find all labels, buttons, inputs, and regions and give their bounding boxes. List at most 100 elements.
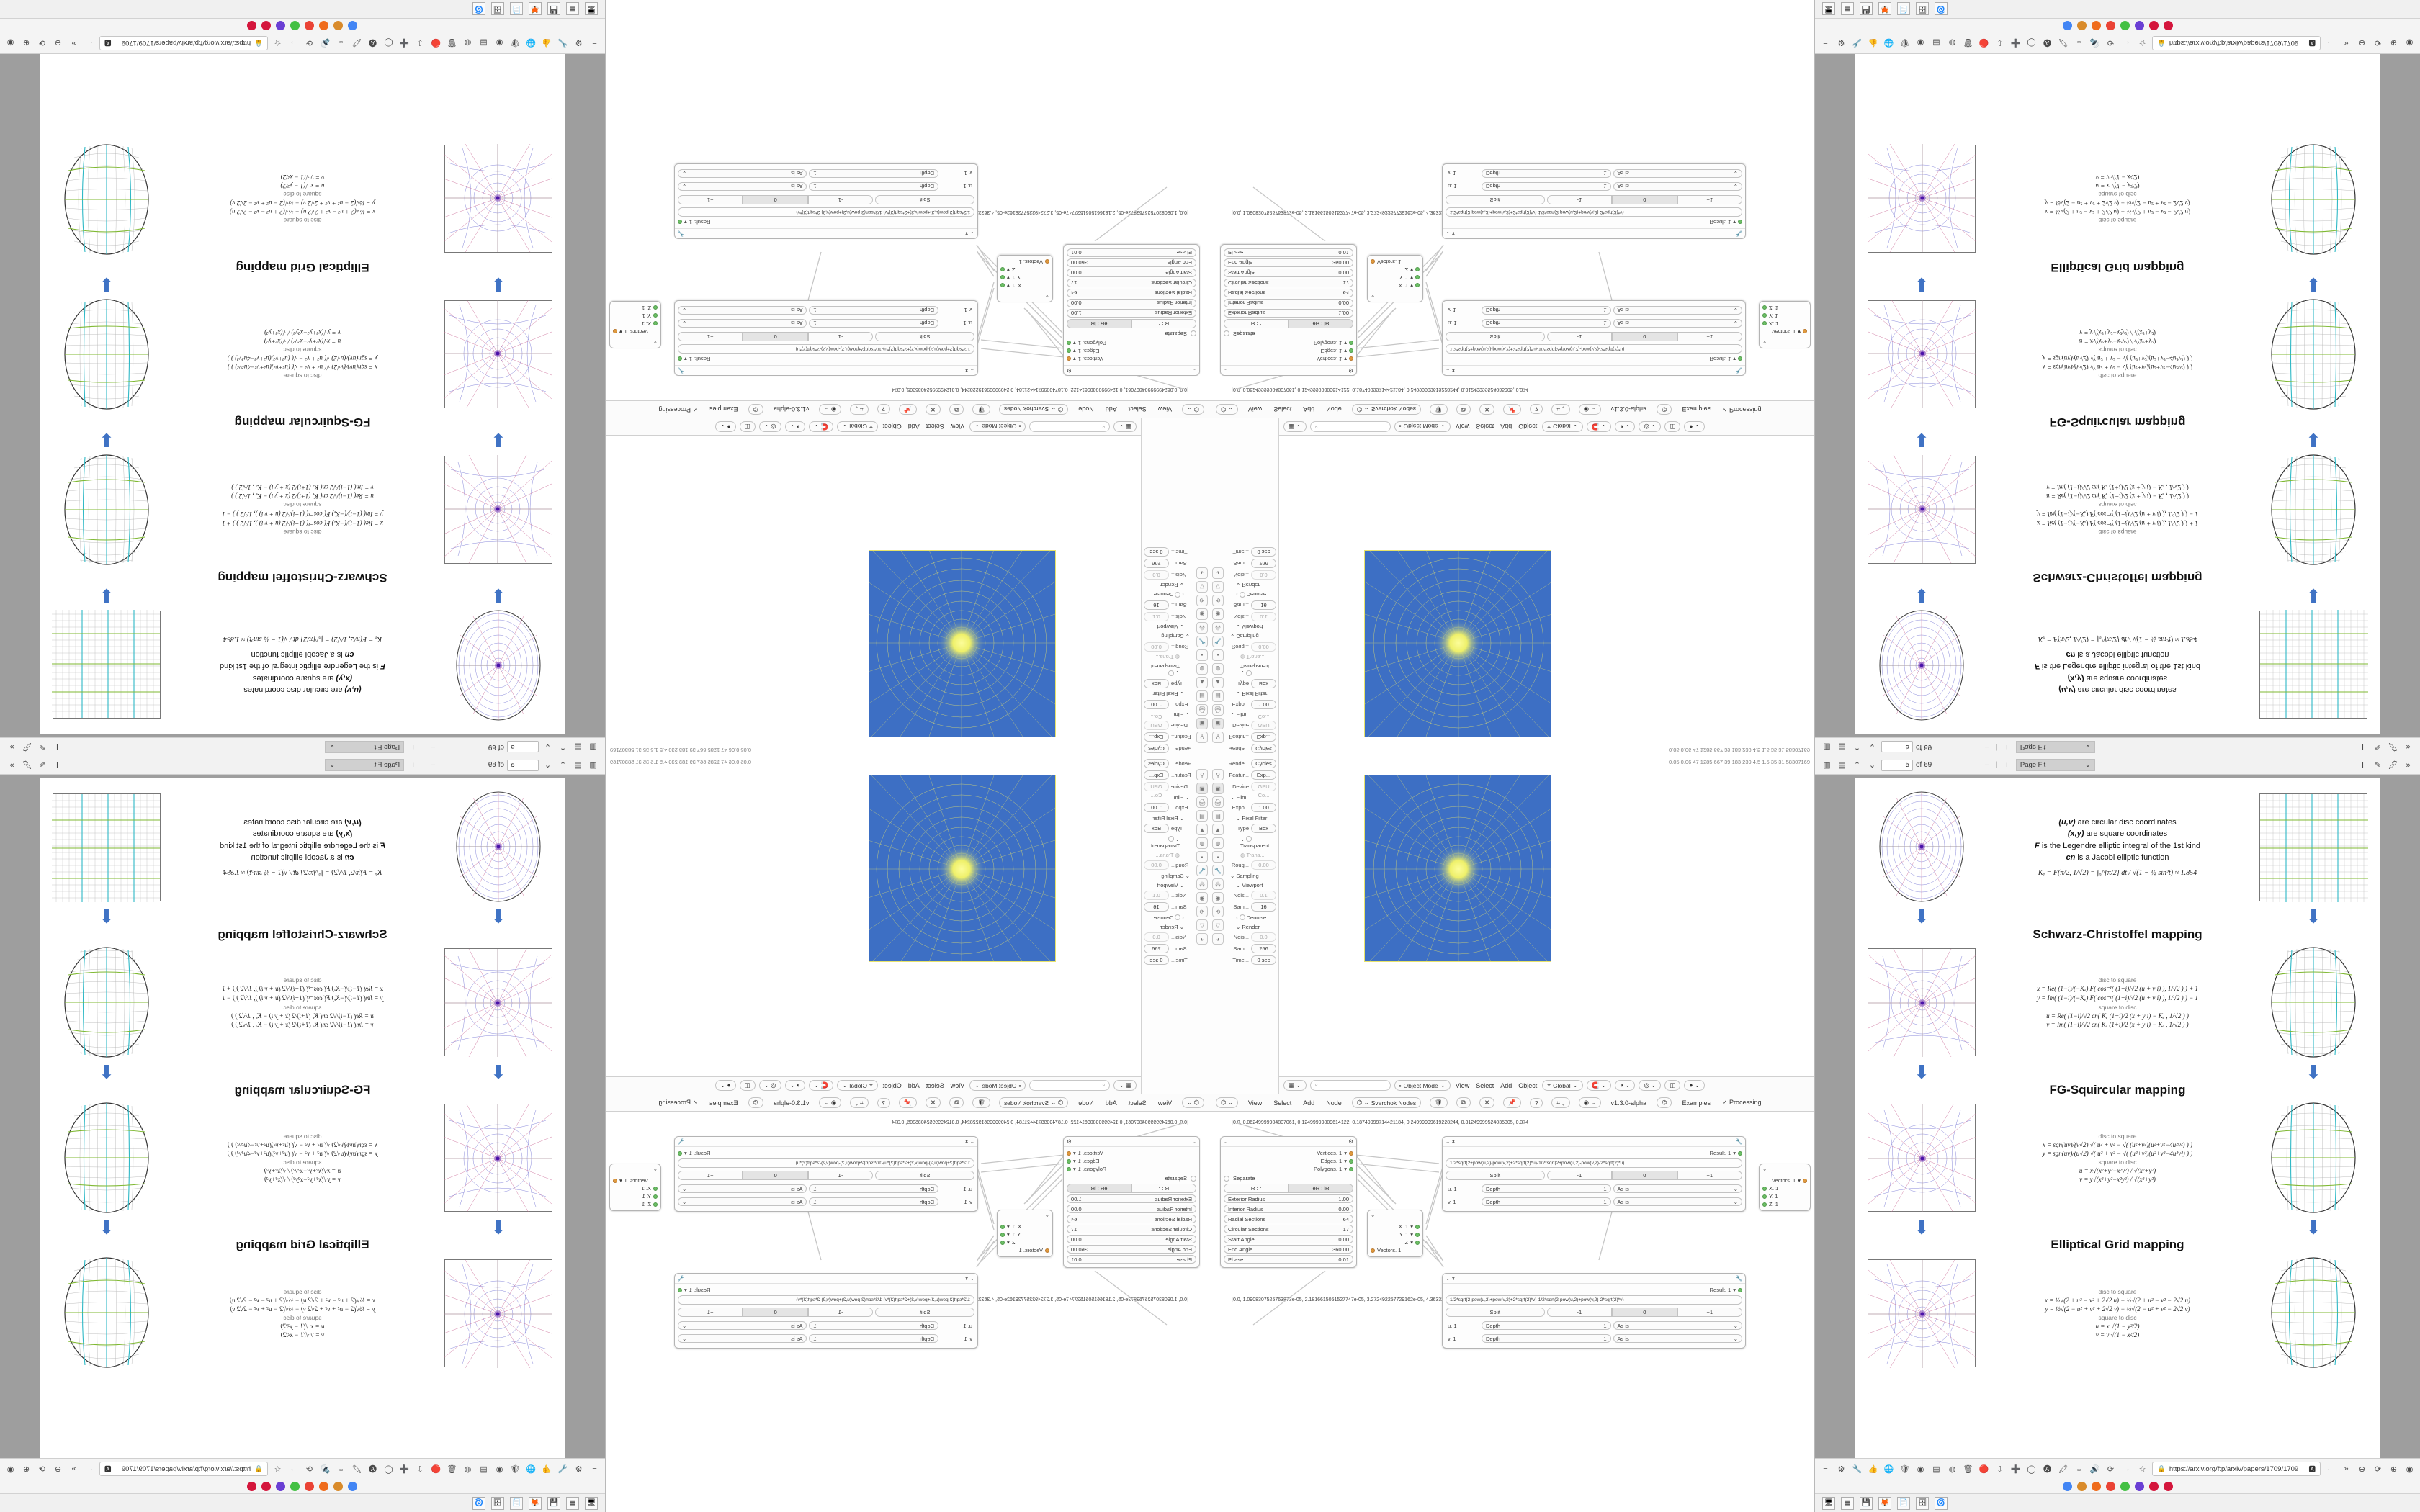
text-cursor-icon[interactable]: I: [2361, 742, 2365, 752]
translate-icon[interactable]: 🅐: [369, 1465, 377, 1474]
field-circular-sections-value[interactable]: 17: [1343, 1225, 1349, 1233]
data-tab-icon[interactable]: ▽: [1196, 919, 1208, 931]
collapse-chevron-icon[interactable]: ⌄ X: [1446, 367, 1456, 374]
separate-checkbox[interactable]: [1224, 330, 1229, 337]
mode-value[interactable]: As is: [791, 1335, 803, 1342]
denoise-checkbox[interactable]: [1175, 914, 1181, 920]
firefox-window[interactable]: ▥ ▤ ⌃ ⌄ 5 of 69 − | + Page Fit ⌄ I ✎ 🖊 »: [1815, 756, 2420, 1512]
wrench-icon[interactable]: 🔧: [1852, 1464, 1863, 1474]
field-phase[interactable]: Phase 0.01: [1224, 248, 1353, 257]
filter-type-value[interactable]: Box: [1144, 679, 1169, 688]
socket-vectors-out[interactable]: Vectors. 1 ▾: [613, 1176, 658, 1184]
chevron-down-icon[interactable]: ⌄: [2084, 743, 2091, 751]
container-tab-icon[interactable]: ⊕: [54, 38, 62, 48]
download-blue-icon[interactable]: ⇩: [416, 38, 424, 48]
socket-x-in[interactable]: X. 1: [1762, 1184, 1807, 1192]
particles-tab-icon[interactable]: ⁂: [1212, 622, 1224, 634]
socket-dot-orange[interactable]: [1349, 356, 1353, 361]
collapse-chevron-icon[interactable]: ⌄: [1762, 340, 1767, 346]
field-interior-radius-value[interactable]: 0.00: [1338, 300, 1349, 307]
time-limit-value[interactable]: 0 sec: [1144, 547, 1169, 557]
menu-view[interactable]: View: [950, 1081, 965, 1089]
desktop-taskbar[interactable]: 🖥 ▤ 💾 🦊 📄 🗄 🌀: [1815, 1493, 2420, 1512]
blender-3d-area[interactable]: ⚲ ▣ 🖨 ▤ ▲ ◍ ▪ 🔧 ⁂ ◉ ⟲ ▽ ◕: [1210, 418, 1814, 756]
formula-x-seg-0[interactable]: 0: [743, 332, 808, 341]
socket-vertices-out[interactable]: Vertices. 1 ▾: [1067, 1149, 1196, 1157]
socket-vectors-in[interactable]: Vectors. 1: [1000, 258, 1049, 266]
render-noise-value[interactable]: 0.0: [1144, 932, 1169, 942]
node-menu-node[interactable]: Node: [1078, 405, 1094, 413]
filter-type-row[interactable]: Type Box: [1144, 679, 1193, 688]
field-interior-radius[interactable]: Interior Radius 0.00: [1224, 299, 1353, 307]
blender-3d-area[interactable]: ⚲ ▣ 🖨 ▤ ▲ ◍ ▪ 🔧 ⁂ ◉ ⟲ ▽ ◕: [606, 418, 1210, 756]
data-tab-icon[interactable]: ▽: [1196, 581, 1208, 593]
feature-set-value[interactable]: Exp...: [1251, 732, 1276, 742]
socket-dot-green[interactable]: [1738, 220, 1742, 225]
collapse-chevron-icon[interactable]: ⌄: [1191, 367, 1196, 374]
bookmark-shield-icon[interactable]: [2134, 21, 2144, 31]
socket-result-x-out[interactable]: Result. 1 ▾: [1446, 355, 1742, 363]
transparent-header[interactable]: ⌄ Transparent: [1150, 663, 1180, 676]
feature-set-row[interactable]: Featur... Exp...: [1227, 770, 1276, 780]
monitor-icon[interactable]: 🖥: [1822, 1496, 1835, 1510]
socket-x-in[interactable]: X. 1: [1762, 320, 1807, 328]
node-menu-add[interactable]: Add: [1303, 405, 1315, 413]
device-value[interactable]: GPU Co...: [1251, 782, 1276, 798]
terminal-icon[interactable]: ▤: [566, 1496, 579, 1510]
node-editor-area[interactable]: ⌬ ⌄ View Select Add Node ⌬ ⌄ Sverchok No…: [606, 1094, 1210, 1512]
socket-y-in[interactable]: Y. 1: [613, 312, 658, 320]
socket-vectors-in[interactable]: Vectors. 1: [1000, 1246, 1049, 1254]
render-sampling-header[interactable]: ⌄ Render: [1236, 582, 1260, 588]
bookmark-flower2-icon[interactable]: [247, 1481, 257, 1491]
field-start-angle[interactable]: Start Angle 0.00: [1224, 269, 1353, 277]
formula-y-seg-minus1[interactable]: -1: [807, 1308, 874, 1317]
bookmarks-bar[interactable]: [1815, 19, 2420, 33]
socket-dot-green[interactable]: [1415, 275, 1420, 280]
shading-mode-icon[interactable]: ● ⌄: [714, 421, 736, 432]
node-editor-header[interactable]: ⌬ ⌄ View Select Add Node ⌬ ⌄ Sverchok No…: [1210, 1094, 1814, 1112]
socket-dot-orange[interactable]: [1045, 259, 1049, 264]
hand-tool-icon[interactable]: ✎: [2374, 761, 2382, 770]
world-tab-icon[interactable]: ◍: [1196, 663, 1208, 675]
collapse-chevron-icon[interactable]: ⌄: [1224, 367, 1229, 374]
socket-dropdown-icon[interactable]: ▾: [619, 328, 622, 335]
formula-y-v-mode[interactable]: As is ⌄: [678, 169, 807, 178]
formula-y-split-button[interactable]: Split: [875, 1308, 974, 1317]
separate-checkbox[interactable]: [1191, 1175, 1196, 1182]
page-up-icon[interactable]: ⌃: [1853, 761, 1861, 770]
collapse-chevron-icon[interactable]: ⌄: [1224, 1138, 1229, 1145]
page-number-input[interactable]: 5: [1881, 759, 1913, 771]
zoom-out-icon[interactable]: −: [1984, 742, 1989, 752]
render-tab-icon[interactable]: ▣: [1196, 783, 1208, 794]
mode-value[interactable]: As is: [1617, 1185, 1629, 1192]
mode-value[interactable]: As is: [1617, 320, 1629, 327]
node-menu-node[interactable]: Node: [1326, 405, 1342, 413]
chevron-down-icon[interactable]: ⌄: [1733, 307, 1738, 314]
forward-icon[interactable]: →: [290, 1464, 297, 1473]
zoom-in-icon[interactable]: +: [411, 760, 416, 770]
transparent-header[interactable]: ⌄ Transparent: [1240, 663, 1270, 676]
depth-value[interactable]: 1: [813, 183, 817, 190]
translate-icon[interactable]: 🅐: [2043, 1465, 2051, 1474]
node-options-icon[interactable]: ⚙: [1348, 1138, 1353, 1145]
render-samples-value[interactable]: 256: [1144, 559, 1169, 568]
radius-mode-erir[interactable]: eR : iR: [1067, 1184, 1131, 1193]
forward-icon[interactable]: →: [2123, 39, 2130, 48]
pen-icon[interactable]: 🖍: [2058, 1464, 2069, 1474]
blender-icon[interactable]: 🌀: [472, 1496, 485, 1510]
viewport-3d[interactable]: 0.05 0.06 47 1285 667 39 183 239 4.5 1.5…: [606, 418, 1141, 756]
bookmark-google2-icon[interactable]: [2105, 1481, 2115, 1491]
socket-vectors-in[interactable]: Vectors. 1: [1371, 1246, 1420, 1254]
world-tab-icon[interactable]: ◍: [1196, 837, 1208, 849]
socket-z-out[interactable]: Z ▾: [1000, 1238, 1049, 1246]
viewport-header[interactable]: ▦ ⌄ ⌕ ▪ Object Mode ⌄ View Select Add Ob…: [1279, 1076, 1814, 1094]
socket-dot-green[interactable]: [653, 1186, 658, 1191]
socket-dot-green[interactable]: [1000, 283, 1005, 288]
node-torus-header[interactable]: ⌄ ⚙: [1221, 365, 1356, 375]
node-formula-y[interactable]: ⌄ Y 🔧 Result. 1 ▾ 1/2*sqrt(2-pow(u,2)+pow(…: [674, 1273, 978, 1349]
socket-dropdown-icon[interactable]: ▾: [1410, 1231, 1413, 1238]
bookmark-stack-icon[interactable]: [333, 1481, 344, 1491]
trash-icon[interactable]: 🗑: [447, 1464, 457, 1474]
formula-y-u-mode[interactable]: As is ⌄: [678, 1321, 807, 1330]
node-formula-x[interactable]: ⌄ X 🔧 Result. 1 ▾ 1/2*sqrt(2+pow(u,2)-pow(…: [674, 300, 978, 376]
